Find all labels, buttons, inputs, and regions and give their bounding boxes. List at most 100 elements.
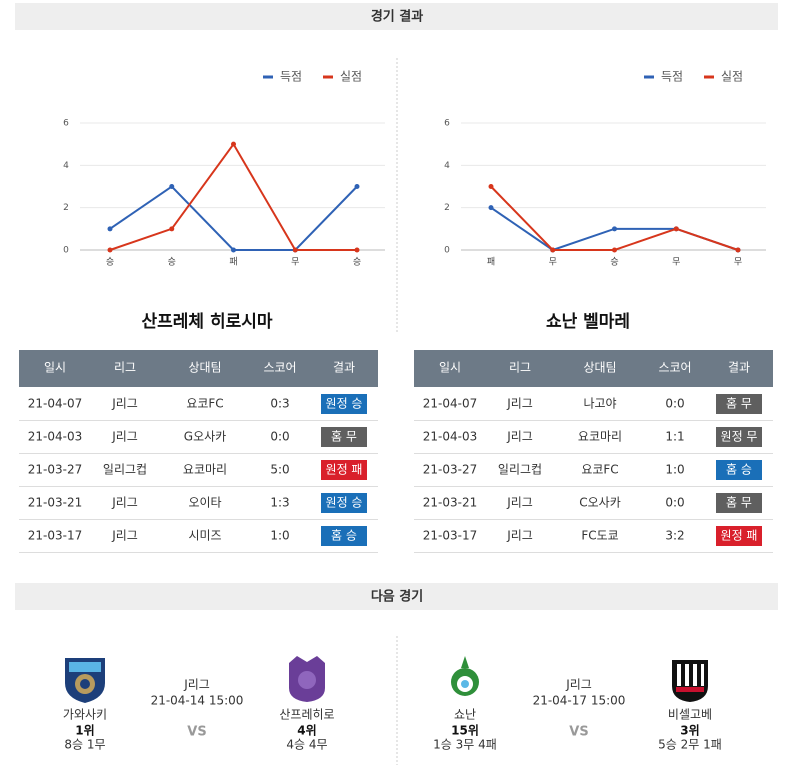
x-tick-label: 무: [549, 257, 557, 268]
point: [550, 247, 556, 253]
y-tick-label: 4: [63, 161, 69, 171]
cell: 나고야: [583, 397, 616, 411]
legend-label: 득점: [280, 70, 302, 84]
cell: J리그: [111, 397, 138, 411]
point: [354, 184, 360, 189]
column-header: 상대팀: [188, 361, 221, 375]
cell: J리그: [111, 529, 138, 543]
cell: 1:3: [270, 496, 289, 510]
cell: 21-03-21: [423, 496, 477, 510]
column-header: 일시: [439, 361, 461, 375]
cell: 시미즈: [188, 529, 221, 543]
cell: 21-03-27: [28, 463, 82, 477]
x-tick-label: 무: [734, 257, 742, 268]
legend-label: 득점: [661, 70, 683, 84]
result-badge: [716, 526, 762, 546]
column-header: 스코어: [263, 361, 296, 375]
cell: 21-03-21: [28, 496, 82, 510]
cell: C오사카: [579, 496, 621, 510]
y-tick-label: 4: [444, 161, 450, 171]
column-header: 일시: [44, 361, 66, 375]
cell: 일리그컵: [103, 463, 147, 477]
legend-label: 실점: [721, 70, 743, 84]
x-tick-label: 패: [487, 257, 495, 268]
cell: 21-04-07: [28, 397, 82, 411]
table-header: [19, 350, 378, 387]
point: [231, 141, 236, 147]
cell: G오사카: [184, 430, 226, 444]
result-badge: [321, 460, 367, 480]
result-label: 원정 패: [721, 529, 758, 543]
column-header: 상대팀: [583, 361, 616, 375]
cell: 0:0: [665, 397, 684, 411]
team-name: 쇼난: [454, 708, 476, 722]
cell: 1:1: [665, 430, 684, 444]
team-rank: 4위: [297, 724, 316, 738]
result-badge: [716, 493, 762, 513]
x-tick-label: 승: [106, 257, 114, 268]
legend-label: 실점: [340, 70, 362, 84]
cell: FC도쿄: [581, 529, 618, 543]
cell: 0:3: [270, 397, 289, 411]
team-rank: 3위: [680, 724, 699, 738]
result-label: 홈 무: [726, 397, 752, 411]
result-label: 원정 패: [326, 463, 363, 477]
point: [488, 205, 494, 211]
league: J리그: [565, 678, 592, 692]
team-record: 1승 3무 4패: [433, 738, 497, 752]
result-badge: [321, 493, 367, 513]
logo: [672, 660, 708, 702]
section-title: 다음 경기: [371, 589, 423, 605]
team-record: 4승 4무: [286, 738, 327, 752]
point: [107, 247, 113, 253]
cell: 0:0: [665, 496, 684, 510]
column-header: 스코어: [658, 361, 691, 375]
result-label: 홈 무: [726, 496, 752, 510]
cell: 21-04-03: [423, 430, 477, 444]
column-header: 결과: [333, 361, 355, 375]
cell: J리그: [111, 430, 138, 444]
section-bar: [15, 583, 778, 610]
x-tick-label: 무: [672, 257, 680, 268]
cell: 요코FC: [186, 397, 223, 411]
cell: J리그: [111, 496, 138, 510]
y-tick-label: 2: [63, 203, 69, 213]
result-label: 홈 승: [726, 463, 752, 477]
cell: J리그: [506, 529, 533, 543]
result-label: 홈 무: [331, 430, 357, 444]
result-badge: [716, 427, 762, 447]
cell: J리그: [506, 397, 533, 411]
point: [107, 226, 113, 232]
x-tick-label: 무: [291, 257, 299, 268]
result-badge: [716, 394, 762, 414]
vs: VS: [187, 725, 206, 740]
cell: 요코마리: [578, 430, 622, 444]
result-label: 원정 승: [326, 496, 363, 510]
y-tick-label: 6: [444, 119, 450, 129]
cell: 요코FC: [581, 463, 618, 477]
cell: 오이타: [188, 496, 221, 510]
datetime: 21-04-14 15:00: [151, 694, 244, 708]
line: [109, 142, 357, 251]
team-rank: 15위: [451, 724, 479, 738]
point: [612, 247, 617, 253]
point: [488, 184, 494, 189]
cell: 1:0: [665, 463, 684, 477]
section-title: 경기 결과: [371, 9, 423, 25]
cell: J리그: [506, 430, 533, 444]
team-record: 5승 2무 1패: [658, 738, 722, 752]
result-badge: [321, 427, 367, 447]
team-name: 쇼난 벨마레: [546, 312, 630, 332]
team-name: 산프레체 히로시마: [141, 312, 272, 332]
cell: J리그: [506, 496, 533, 510]
cell: 5:0: [270, 463, 289, 477]
point: [735, 247, 741, 253]
team-rank: 1위: [75, 724, 94, 738]
line: [109, 185, 358, 251]
table-header: [414, 350, 773, 387]
cell: 21-03-17: [423, 529, 477, 543]
result-label: 원정 무: [721, 430, 758, 444]
y-tick-label: 0: [63, 246, 69, 256]
vs: VS: [569, 725, 588, 740]
